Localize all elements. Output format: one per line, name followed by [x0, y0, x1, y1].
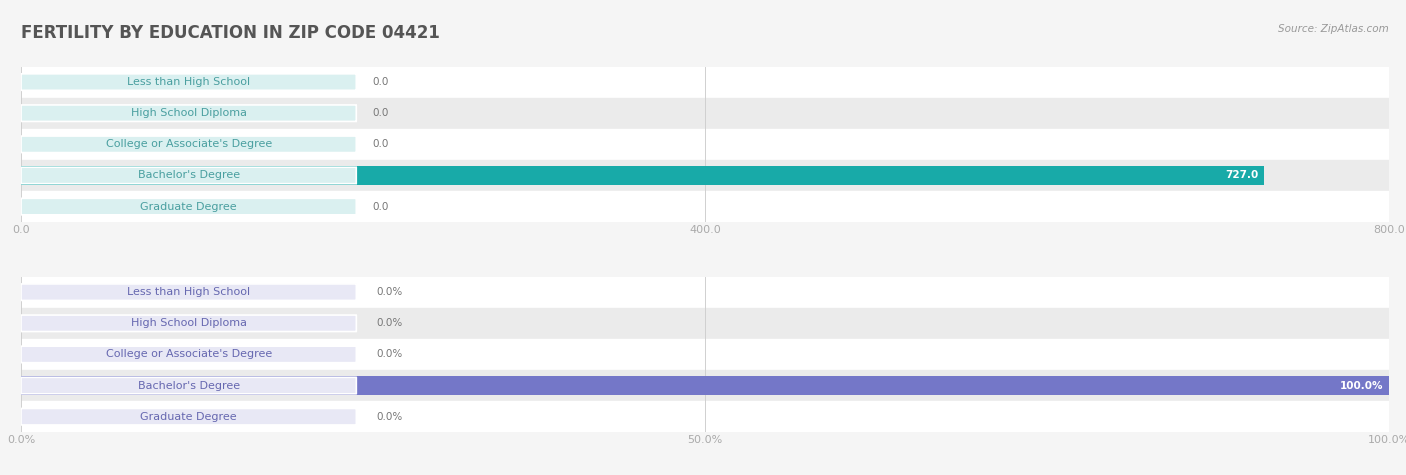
Text: Less than High School: Less than High School [127, 287, 250, 297]
Bar [21, 339, 1389, 370]
Text: 0.0%: 0.0% [377, 318, 404, 328]
Text: 0.0: 0.0 [373, 77, 389, 87]
Bar [21, 160, 1389, 191]
FancyBboxPatch shape [21, 136, 356, 152]
Bar [21, 376, 1389, 395]
Text: Graduate Degree: Graduate Degree [141, 412, 238, 422]
Text: 100.0%: 100.0% [1340, 380, 1384, 390]
Text: FERTILITY BY EDUCATION IN ZIP CODE 04421: FERTILITY BY EDUCATION IN ZIP CODE 04421 [21, 24, 440, 42]
Bar [21, 308, 1389, 339]
FancyBboxPatch shape [21, 74, 356, 90]
Bar [21, 370, 1389, 401]
Text: 0.0%: 0.0% [377, 350, 404, 360]
FancyBboxPatch shape [21, 408, 356, 425]
Text: Bachelor's Degree: Bachelor's Degree [138, 171, 240, 180]
Bar [21, 276, 1389, 308]
Text: 0.0%: 0.0% [377, 287, 404, 297]
Text: Graduate Degree: Graduate Degree [141, 201, 238, 211]
FancyBboxPatch shape [21, 199, 356, 215]
FancyBboxPatch shape [21, 346, 356, 363]
Text: Bachelor's Degree: Bachelor's Degree [138, 380, 240, 390]
Text: 0.0: 0.0 [373, 139, 389, 149]
Text: 0.0%: 0.0% [377, 412, 404, 422]
Text: 727.0: 727.0 [1226, 171, 1258, 180]
Text: Source: ZipAtlas.com: Source: ZipAtlas.com [1278, 24, 1389, 34]
Bar [21, 66, 1389, 98]
Bar [21, 401, 1389, 432]
Text: College or Associate's Degree: College or Associate's Degree [105, 139, 271, 149]
Bar [21, 129, 1389, 160]
FancyBboxPatch shape [21, 167, 356, 184]
Text: 0.0: 0.0 [373, 108, 389, 118]
Text: Less than High School: Less than High School [127, 77, 250, 87]
Bar [21, 191, 1389, 222]
FancyBboxPatch shape [21, 105, 356, 122]
Text: 0.0: 0.0 [373, 201, 389, 211]
Text: High School Diploma: High School Diploma [131, 108, 246, 118]
Text: High School Diploma: High School Diploma [131, 318, 246, 328]
FancyBboxPatch shape [21, 377, 356, 394]
Text: College or Associate's Degree: College or Associate's Degree [105, 350, 271, 360]
FancyBboxPatch shape [21, 284, 356, 300]
Bar [21, 98, 1389, 129]
Bar [21, 166, 1264, 185]
FancyBboxPatch shape [21, 315, 356, 332]
